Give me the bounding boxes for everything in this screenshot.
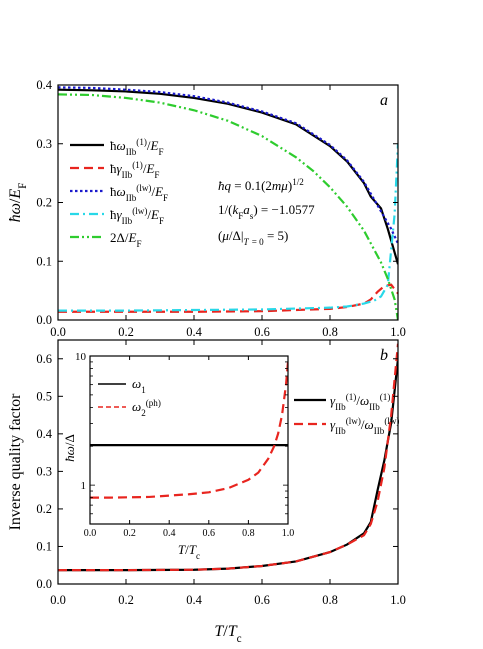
y-tick-label-b: 0.3 <box>36 464 52 478</box>
x-tick-label-a: 0.6 <box>254 325 270 339</box>
x-tick-label-a: 0.4 <box>186 325 202 339</box>
series-line-inset-1 <box>90 361 288 499</box>
x-tick-label-a: 1.0 <box>390 325 406 339</box>
series-line-1 <box>58 283 398 313</box>
inset-y-tick-label: 1 <box>81 480 87 492</box>
x-tick-label-b: 0.8 <box>322 593 338 607</box>
x-tick-label-a: 0.8 <box>322 325 338 339</box>
y-tick-label-b: 0.6 <box>36 352 52 366</box>
legend-label-a: ħωIIb(1)/EF <box>110 137 164 157</box>
y-tick-label-a: 0.2 <box>36 196 52 210</box>
series-line-0 <box>58 88 398 265</box>
inset-y-tick-label: 10 <box>75 351 87 363</box>
x-tick-label-b: 0.2 <box>118 593 134 607</box>
inset-legend-label: ω2(ph) <box>132 398 161 418</box>
y-tick-label-a: 0.4 <box>36 78 52 92</box>
y-axis-label-a: ħω/EF <box>7 183 29 223</box>
inset-legend-label: ω1 <box>132 376 146 395</box>
y-tick-label-b: 0.1 <box>36 539 52 553</box>
legend-label-a: 2Δ/EF <box>110 230 142 249</box>
inset-x-tick-label: 0.6 <box>203 528 216 539</box>
annotation-q: ħq = 0.1(2mμ)1/2 <box>218 177 304 193</box>
inset-y-axis-label: ħω/Δ <box>62 434 77 462</box>
legend-label-a: ħωIIb(lw)/EF <box>110 183 168 203</box>
inset-x-tick-label: 0.8 <box>242 528 255 539</box>
y-tick-label-b: 0.4 <box>36 427 52 441</box>
series-line-2 <box>58 86 398 245</box>
inset-x-tick-label: 0.0 <box>84 528 97 539</box>
y-tick-label-a: 0.3 <box>36 137 52 151</box>
x-tick-label-b: 0.0 <box>50 593 66 607</box>
inset-x-axis-label: T/Tc <box>178 542 200 561</box>
x-axis-label-b: T/Tc <box>214 623 241 645</box>
panel-label-b: b <box>380 347 388 364</box>
x-tick-label-a: 0.2 <box>118 325 134 339</box>
annotation-coupling: 1/(kFas) = −1.0577 <box>218 202 315 221</box>
legend-label-a: ħγIIb(1)/EF <box>110 160 159 180</box>
x-tick-label-a: 0.0 <box>50 325 66 339</box>
inset-x-tick-label: 0.4 <box>163 528 176 539</box>
series-line-3 <box>58 143 398 312</box>
plot-frame-b <box>57 339 399 585</box>
inset-x-tick-label: 1.0 <box>282 528 295 539</box>
legend-label-b: γIIb(1)/ωIIb(1) <box>330 392 390 412</box>
x-tick-label-b: 0.4 <box>186 593 202 607</box>
x-tick-label-b: 0.6 <box>254 593 270 607</box>
y-tick-label-b: 0.0 <box>36 577 52 591</box>
y-tick-label-b: 0.2 <box>36 502 52 516</box>
panel-a: 0.0 0.2 0.4 0.6 0.8 1.0 0.0 0.1 0.2 0.3 0.4 ħω/EF a ħ… <box>7 78 406 339</box>
y-tick-label-a: 0.0 <box>36 313 52 327</box>
y-axis-label-b: Inverse quality factor <box>7 393 24 531</box>
panel-b: 0.0 0.2 0.4 0.6 0.8 1.00.00.10.20.30.40.50.6T… <box>7 339 406 645</box>
inset-background <box>90 356 288 524</box>
y-tick-label-a: 0.1 <box>36 254 52 268</box>
inset-frame <box>89 355 289 525</box>
legend-label-a: ħγIIb(lw)/EF <box>110 206 164 226</box>
x-tick-label-b: 1.0 <box>390 593 406 607</box>
y-tick-label-b: 0.5 <box>36 389 52 403</box>
series-line-1 <box>58 343 398 572</box>
annotation-ratio: (μ/Δ|T = 0 = 5) <box>218 228 288 247</box>
inset: 0.0 0.2 0.4 0.6 0.8 1.0 1 10 T/Tc ħω/Δ ω1 ω2(ph) <box>62 351 294 561</box>
legend-label-b: γIIb(lw)/ωIIb(lw) <box>330 416 399 436</box>
inset-x-tick-label: 0.2 <box>123 528 136 539</box>
panel-label-a: a <box>380 92 388 109</box>
